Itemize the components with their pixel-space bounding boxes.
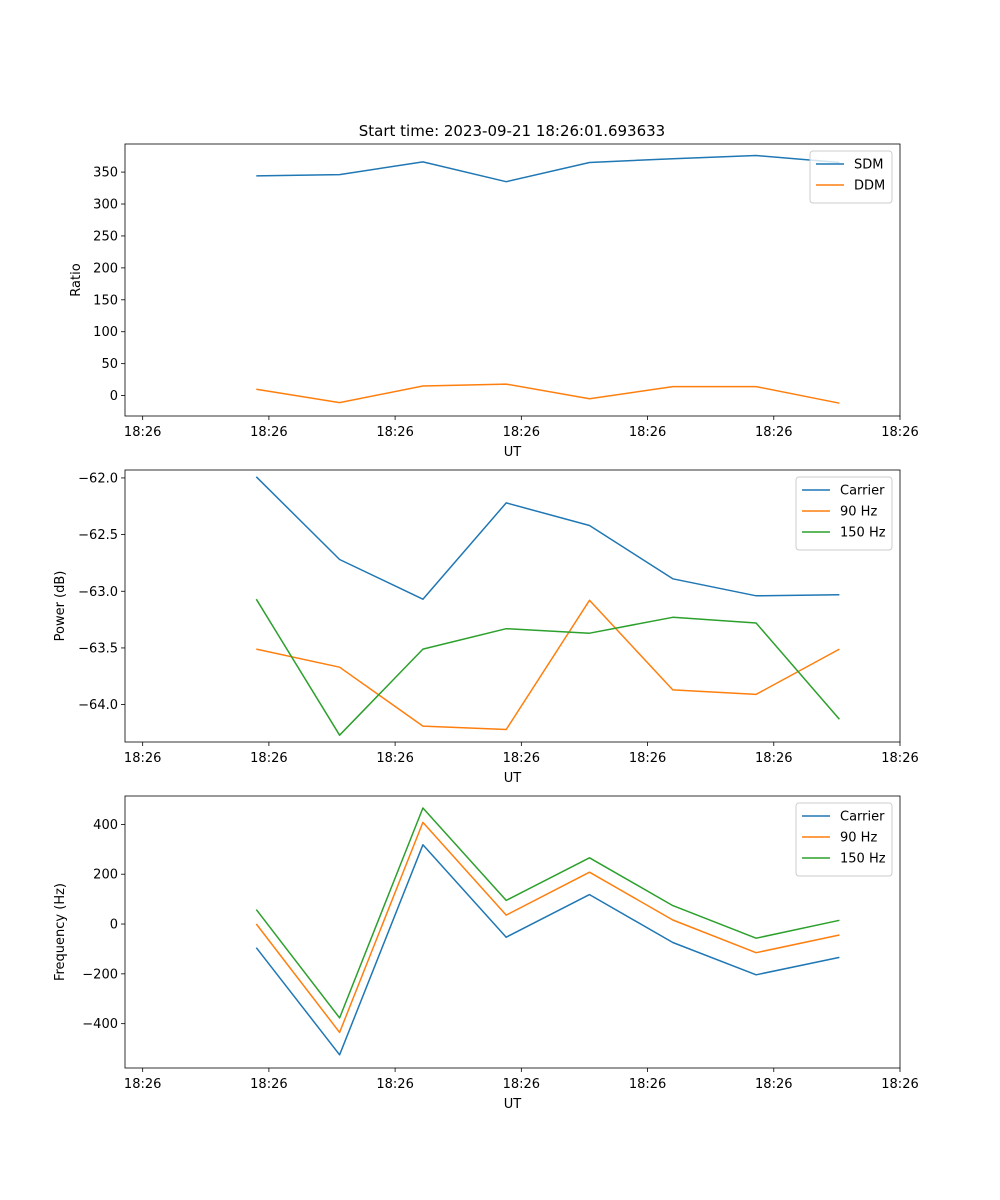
x-tick-label: 18:26 bbox=[503, 1077, 540, 1092]
x-axis-label: UT bbox=[504, 445, 522, 460]
legend-label: 150 Hz bbox=[840, 526, 886, 541]
y-tick-label: −63.5 bbox=[78, 641, 118, 656]
y-tick-label: 250 bbox=[93, 229, 118, 244]
legend-label: Carrier bbox=[840, 810, 885, 825]
y-tick-label: −64.0 bbox=[78, 698, 118, 713]
axes-frame bbox=[124, 795, 901, 1069]
y-tick-label: −63.0 bbox=[78, 585, 118, 600]
x-tick-label: 18:26 bbox=[881, 425, 918, 440]
x-tick-label: 18:26 bbox=[881, 751, 918, 766]
series-line-ddm bbox=[256, 383, 840, 404]
x-tick-label: 18:26 bbox=[376, 425, 413, 440]
series-line-90-hz bbox=[255, 821, 840, 1034]
legend-label: 90 Hz bbox=[840, 831, 877, 846]
y-tick-label: 0 bbox=[110, 918, 118, 933]
y-tick-label: 200 bbox=[93, 868, 118, 883]
chart-panel-1: 18:26 18:26 18:26 18:26 18:26 18:26 18:26 0 50 10… bbox=[69, 143, 919, 460]
series-line-sdm bbox=[256, 154, 840, 183]
series-line-90-hz bbox=[256, 599, 840, 731]
y-tick-label: 50 bbox=[101, 357, 118, 372]
x-tick-label: 18:26 bbox=[629, 751, 666, 766]
x-tick-label: 18:26 bbox=[250, 1077, 287, 1092]
y-tick-label: 300 bbox=[93, 198, 118, 213]
legend-label: 150 Hz bbox=[840, 852, 886, 867]
y-tick-label: 350 bbox=[93, 166, 118, 181]
y-tick-label: 400 bbox=[93, 818, 118, 833]
chart-panel-2: 18:26 18:26 18:26 18:26 18:26 18:26 18:26 −64.0… bbox=[53, 469, 919, 786]
x-axis-label: UT bbox=[504, 1097, 522, 1112]
x-tick-label: 18:26 bbox=[755, 425, 792, 440]
x-tick-label: 18:26 bbox=[629, 1077, 666, 1092]
x-tick-label: 18:26 bbox=[629, 425, 666, 440]
series-line-150-hz bbox=[255, 598, 840, 736]
series-line-carrier bbox=[255, 476, 840, 600]
x-tick-label: 18:26 bbox=[755, 1077, 792, 1092]
y-tick-label: 150 bbox=[93, 293, 118, 308]
axes-frame bbox=[124, 143, 901, 417]
y-tick-label: −200 bbox=[82, 967, 118, 982]
y-tick-label: −400 bbox=[82, 1017, 118, 1032]
y-axis-label: Ratio bbox=[69, 263, 84, 296]
x-tick-label: 18:26 bbox=[250, 751, 287, 766]
legend-label: 90 Hz bbox=[840, 505, 877, 520]
x-tick-label: 18:26 bbox=[503, 751, 540, 766]
legend-label: Carrier bbox=[840, 484, 885, 499]
series-line-carrier bbox=[255, 844, 840, 1056]
x-tick-label: 18:26 bbox=[755, 751, 792, 766]
x-tick-label: 18:26 bbox=[503, 425, 540, 440]
chart-panel-3: 18:26 18:26 18:26 18:26 18:26 18:26 18:26 −400 −… bbox=[53, 795, 919, 1112]
legend-label: DDM bbox=[854, 179, 885, 194]
legend-label: SDM bbox=[854, 158, 883, 173]
legend: SDM DDM bbox=[809, 150, 893, 204]
chart-title: Start time: 2023-09-21 18:26:01.693633 bbox=[359, 122, 665, 140]
y-tick-label: −62.0 bbox=[78, 471, 118, 486]
y-axis-label: Frequency (Hz) bbox=[53, 883, 68, 981]
legend: Carrier 90 Hz 150 Hz bbox=[795, 476, 893, 551]
x-tick-label: 18:26 bbox=[376, 1077, 413, 1092]
x-tick-label: 18:26 bbox=[376, 751, 413, 766]
x-axis-label: UT bbox=[504, 771, 522, 786]
y-tick-label: 200 bbox=[93, 261, 118, 276]
x-tick-label: 18:26 bbox=[124, 1077, 161, 1092]
axes-frame bbox=[124, 469, 901, 743]
x-tick-label: 18:26 bbox=[250, 425, 287, 440]
series-line-150-hz bbox=[255, 807, 840, 1019]
x-tick-label: 18:26 bbox=[124, 751, 161, 766]
y-tick-label: 100 bbox=[93, 325, 118, 340]
x-tick-label: 18:26 bbox=[124, 425, 161, 440]
legend: Carrier 90 Hz 150 Hz bbox=[795, 802, 893, 877]
y-tick-label: 0 bbox=[110, 389, 118, 404]
y-axis-label: Power (dB) bbox=[53, 571, 68, 642]
panels: 18:26 18:26 18:26 18:26 18:26 18:26 18:26 0 50 10… bbox=[53, 143, 919, 1112]
x-tick-label: 18:26 bbox=[881, 1077, 918, 1092]
y-tick-label: −62.5 bbox=[78, 528, 118, 543]
